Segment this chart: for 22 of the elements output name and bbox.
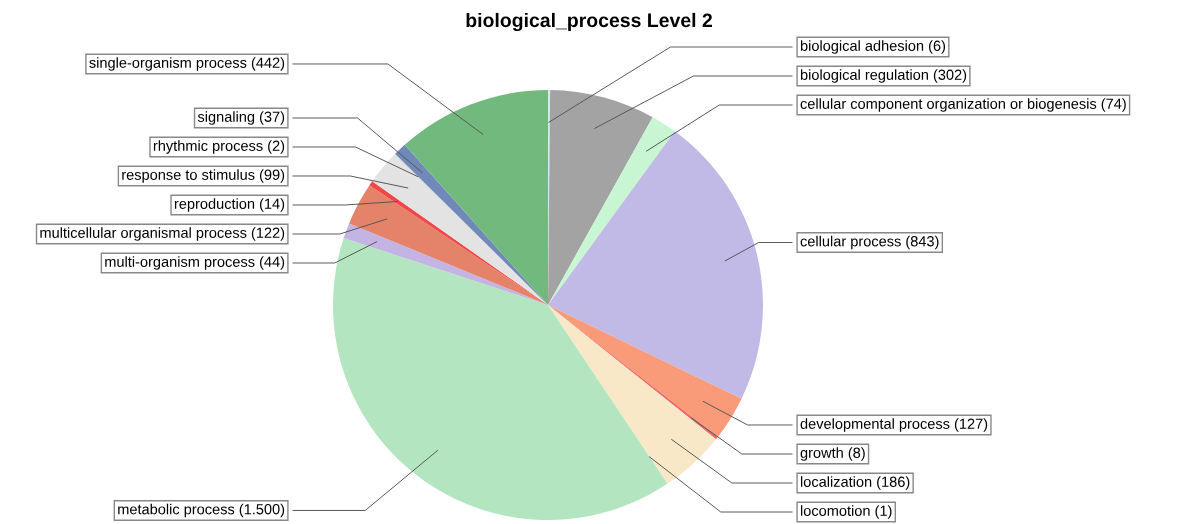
slice-label: cellular component organization or biogenesis (74) [800, 98, 1126, 112]
slice-label: biological regulation (302) [800, 69, 967, 83]
chart-title: biological_process Level 2 [466, 12, 712, 32]
slice-label: locomotion (1) [800, 505, 892, 519]
slice-label: reproduction (14) [174, 198, 285, 212]
slice-label: cellular process (843) [800, 235, 939, 250]
slice-label: multicellular organismal process (122) [40, 227, 285, 241]
slice-label: metabolic process (1.500) [118, 503, 285, 518]
pie-slice [548, 305, 717, 484]
pie-slice [404, 90, 548, 305]
pie-slice [548, 90, 653, 305]
slice-label: growth (8) [800, 447, 865, 461]
slice-label: single-organism process (442) [89, 57, 285, 71]
slice-label: rhythmic process (2) [153, 140, 285, 154]
slice-label: developmental process (127) [800, 418, 988, 432]
slice-label: response to stimulus (99) [122, 169, 285, 183]
slice-label: multi-organism process (44) [105, 256, 285, 270]
slice-label: localization (186) [800, 476, 910, 490]
slice-label: signaling (37) [197, 111, 285, 125]
pie-slice [333, 238, 668, 520]
slice-label: biological adhesion (6) [800, 40, 946, 54]
pie-slice [548, 117, 675, 305]
